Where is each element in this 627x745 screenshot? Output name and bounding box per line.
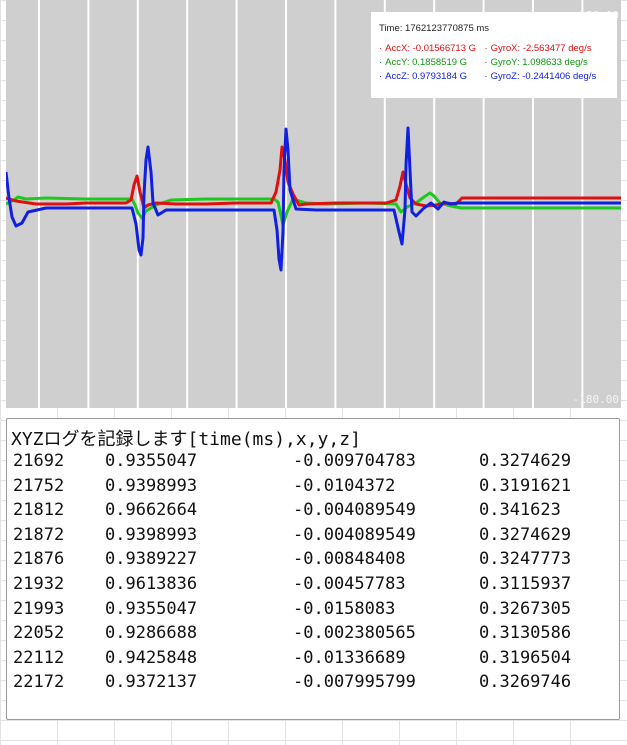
log-x-cell: 0.9355047 [105, 598, 198, 619]
log-row: 22172 0.9372137 -0.007995799 0.3269746 [7, 672, 619, 696]
log-time-cell: 22112 [13, 647, 65, 668]
tooltip-accy: · AccY: 0.1858519 G [379, 56, 484, 70]
tooltip-gyroy-text: GyroY: 1.098633 deg/s [490, 57, 588, 68]
log-x-cell: 0.9372137 [105, 672, 198, 693]
tooltip-gyroy: · GyroY: 1.098633 deg/s [484, 56, 609, 70]
log-header: XYZログを記録します[time(ms),x,y,z] [11, 429, 361, 450]
log-x-cell: 0.9398993 [105, 524, 198, 545]
log-z-cell: 0.3115937 [479, 574, 572, 594]
log-row: 21812 0.9662664 -0.004089549 0.341623 [7, 500, 619, 524]
tooltip-bullet-icon: · [484, 71, 488, 82]
tooltip-bullet-icon: · [379, 43, 383, 54]
log-x-cell: 0.9398993 [105, 475, 198, 496]
log-time-cell: 21932 [13, 574, 65, 594]
data-tooltip: Time: 1762123770875 ms · AccX: -0.0156671… [371, 12, 617, 98]
log-row: 21752 0.9398993 -0.0104372 0.3191621 [7, 476, 619, 500]
log-text-area[interactable]: XYZログを記録します[time(ms),x,y,z] 21692 0.93550… [6, 418, 620, 720]
tooltip-bullet-icon: · [484, 43, 488, 54]
log-row: 21876 0.9389227 -0.00848408 0.3247773 [7, 549, 619, 573]
log-row: 22052 0.9286688 -0.002380565 0.3130586 [7, 623, 619, 647]
log-row: 21872 0.9398993 -0.004089549 0.3274629 [7, 525, 619, 549]
log-x-cell: 0.9389227 [105, 549, 198, 570]
log-x-cell: 0.9425848 [105, 647, 198, 668]
log-z-cell: 0.341623 [479, 500, 561, 521]
log-y-cell: -0.004089549 [293, 500, 416, 521]
y-axis-min-label: -180.00 [572, 393, 619, 406]
tooltip-bullet-icon: · [484, 57, 488, 68]
tooltip-gyroz-text: GyroZ: -0.2441406 deg/s [490, 71, 597, 82]
tooltip-gyrox-text: GyroX: -2.563477 deg/s [490, 43, 592, 54]
log-y-cell: -0.002380565 [293, 623, 416, 644]
log-y-cell: -0.007995799 [293, 672, 416, 693]
log-y-cell: -0.01336689 [293, 647, 406, 668]
log-x-cell: 0.9662664 [105, 500, 198, 521]
log-y-cell: -0.00848408 [293, 549, 406, 570]
log-time-cell: 21692 [13, 451, 65, 471]
series-line-blue [6, 126, 621, 272]
log-z-cell: 0.3191621 [479, 475, 572, 496]
log-y-cell: -0.0104372 [293, 475, 396, 496]
log-z-cell: 0.3247773 [479, 549, 572, 570]
log-z-cell: 0.3267305 [479, 598, 572, 619]
tooltip-gyroz: · GyroZ: -0.2441406 deg/s [484, 70, 609, 84]
log-y-cell: -0.0158083 [293, 598, 396, 619]
tooltip-bullet-icon: · [379, 71, 383, 82]
log-z-cell: 0.3269746 [479, 672, 572, 693]
log-time-cell: 21876 [13, 549, 65, 570]
log-time-cell: 21872 [13, 524, 65, 545]
log-y-cell: -0.00457783 [293, 574, 406, 594]
log-x-cell: 0.9286688 [105, 623, 198, 644]
series-line-green [6, 191, 621, 227]
sensor-plot[interactable]: 180.00 -180.00 Time: 1762123770875 ms ·A… [6, 0, 621, 408]
log-time-cell: 21812 [13, 500, 65, 521]
log-z-cell: 0.3274629 [479, 451, 572, 471]
tooltip-gyrox: · GyroX: -2.563477 deg/s [484, 42, 609, 56]
tooltip-time: Time: 1762123770875 ms [379, 23, 490, 34]
log-row: 21993 0.9355047 -0.0158083 0.3267305 [7, 599, 619, 623]
log-row: 22112 0.9425848 -0.01336689 0.3196504 [7, 648, 619, 672]
tooltip-accz: · AccZ: 0.9793184 G [379, 70, 484, 84]
log-x-cell: 0.9355047 [105, 451, 198, 471]
log-time-cell: 22052 [13, 623, 65, 644]
tooltip-accy-text: AccY: 0.1858519 G [385, 57, 468, 68]
tooltip-bullet-icon: · [379, 57, 383, 68]
log-z-cell: 0.3196504 [479, 647, 572, 668]
log-time-cell: 21993 [13, 598, 65, 619]
log-y-cell: -0.009704783 [293, 451, 416, 471]
tooltip-accx-text: AccX: -0.01566713 G [385, 43, 477, 54]
log-y-cell: -0.004089549 [293, 524, 416, 545]
log-row: 21692 0.9355047 -0.009704783 0.3274629 [7, 451, 619, 475]
log-z-cell: 0.3274629 [479, 524, 572, 545]
log-time-cell: 21752 [13, 475, 65, 496]
log-x-cell: 0.9613836 [105, 574, 198, 594]
log-time-cell: 22172 [13, 672, 65, 693]
tooltip-accx: · AccX: -0.01566713 G [379, 42, 484, 56]
log-z-cell: 0.3130586 [479, 623, 572, 644]
tooltip-accz-text: AccZ: 0.9793184 G [385, 71, 468, 82]
log-row: 21932 0.9613836 -0.00457783 0.3115937 [7, 574, 619, 598]
